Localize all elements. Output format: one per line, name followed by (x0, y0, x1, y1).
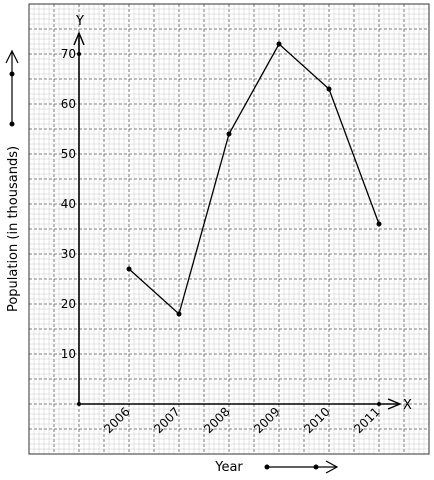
data-point (276, 41, 282, 47)
y-axis-end-point (77, 52, 81, 56)
x-axis-title: Year (214, 460, 243, 475)
data-point (326, 86, 332, 92)
y-tick-label: 30 (61, 247, 76, 261)
population-series (126, 41, 382, 317)
x-tick-label: 2011 (351, 405, 382, 436)
y-tick-label: 10 (61, 347, 76, 361)
x-axis-end-point (377, 402, 381, 406)
y-axis-title: Population (in thousands) (6, 146, 21, 312)
y-tick-label: 40 (61, 197, 76, 211)
y-tick-label: 60 (61, 97, 76, 111)
y-tick-label: 50 (61, 147, 76, 161)
y-direction-arrow-icon (5, 49, 19, 127)
y-tick-labels: 10 20 30 40 50 60 70 (61, 47, 76, 361)
x-tick-label: 2008 (201, 405, 232, 436)
y-tick-label: 70 (61, 47, 76, 61)
chart-grid (28, 3, 430, 455)
x-direction-arrow-icon (264, 460, 339, 474)
grid-border (28, 3, 430, 455)
data-point (376, 221, 382, 227)
chart-axes (73, 31, 402, 410)
origin-point (77, 402, 81, 406)
data-point (176, 311, 182, 317)
x-tick-labels: 2006 2007 2008 2009 2010 2011 (101, 405, 382, 436)
x-tick-label: 2006 (101, 405, 132, 436)
series-line (128, 42, 380, 316)
data-point (126, 266, 132, 272)
y-axis-letter: Y (75, 14, 84, 29)
y-axis-arrow-icon (73, 31, 85, 46)
x-axis-arrow-icon (387, 398, 402, 410)
x-tick-label: 2010 (301, 405, 332, 436)
y-tick-label: 20 (61, 297, 76, 311)
x-tick-label: 2009 (251, 405, 282, 436)
data-point (226, 131, 232, 137)
x-tick-label: 2007 (151, 405, 182, 436)
x-axis-letter: X (403, 398, 412, 413)
